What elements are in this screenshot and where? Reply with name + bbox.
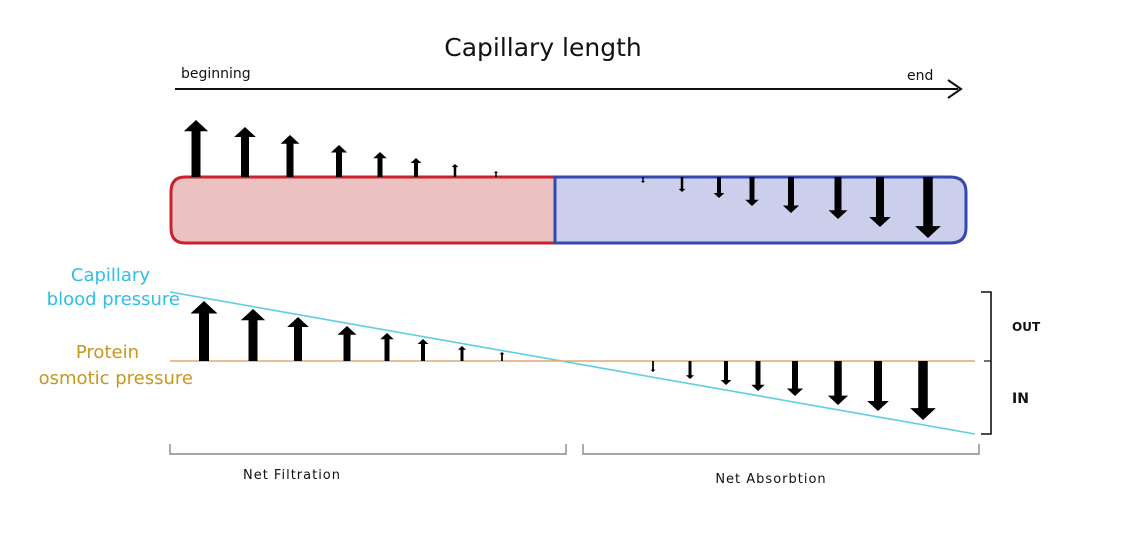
protein-pressure-label-2: osmotic pressure <box>39 368 193 389</box>
down-arrow-icon <box>827 361 849 405</box>
up-arrow-icon <box>183 120 209 177</box>
down-arrow-icon <box>685 361 695 379</box>
up-arrow-icon <box>287 317 309 361</box>
down-arrow-icon <box>782 177 800 213</box>
up-arrow-icon <box>280 135 300 177</box>
up-arrow-icon <box>234 127 256 177</box>
up-arrow-icon <box>410 158 422 177</box>
tube-absorption-arrows <box>640 177 941 238</box>
up-arrow-icon <box>337 326 357 361</box>
venous-end-segment <box>553 175 968 245</box>
down-arrow-icon <box>786 361 804 396</box>
down-arrow-icon <box>745 177 759 206</box>
down-arrow-icon <box>678 177 686 192</box>
down-arrow-icon <box>713 177 725 198</box>
up-arrow-icon <box>451 164 459 177</box>
graph-filtration-arrows <box>190 301 505 361</box>
down-arrow-icon <box>910 361 936 420</box>
tube-filtration-arrows <box>183 120 499 177</box>
capillary-tube <box>169 175 968 245</box>
arrowhead-icon <box>947 79 963 99</box>
up-arrow-icon <box>240 309 266 361</box>
down-arrow-icon <box>867 361 889 411</box>
axis-start-label: beginning <box>181 66 251 82</box>
filtration-bracket <box>169 444 567 455</box>
net-filtration-label: Net Filtration <box>243 468 341 483</box>
down-arrow-icon <box>828 177 848 219</box>
up-arrow-icon <box>380 333 394 361</box>
down-arrow-icon <box>751 361 765 391</box>
direction-bracket <box>981 291 992 435</box>
out-label: OUT <box>1012 320 1041 334</box>
diagram-title: Capillary length <box>444 33 642 62</box>
capillary-pressure-label-1: Capillary <box>71 265 150 286</box>
down-arrow-icon <box>720 361 732 385</box>
down-arrow-icon <box>915 177 941 238</box>
capillary-pressure-line <box>169 291 976 435</box>
up-arrow-icon <box>493 171 499 177</box>
graph-absorption-arrows <box>650 361 936 420</box>
up-arrow-icon <box>330 145 348 177</box>
down-arrow-icon <box>869 177 891 227</box>
up-arrow-icon <box>190 301 218 361</box>
up-arrow-icon <box>457 346 467 361</box>
protein-pressure-label-1: Protein <box>76 342 139 363</box>
up-arrow-icon <box>417 339 429 361</box>
capillary-pressure-label-2: blood pressure <box>47 289 180 310</box>
net-absorption-label: Net Absorbtion <box>715 472 826 487</box>
arterial-end-segment <box>169 175 557 245</box>
up-arrow-icon <box>373 152 387 177</box>
down-arrow-icon <box>640 177 646 183</box>
down-arrow-icon <box>650 361 656 372</box>
in-label: IN <box>1012 391 1029 407</box>
absorption-bracket <box>582 444 980 455</box>
up-arrow-icon <box>499 352 505 361</box>
axis-end-label: end <box>907 68 933 84</box>
